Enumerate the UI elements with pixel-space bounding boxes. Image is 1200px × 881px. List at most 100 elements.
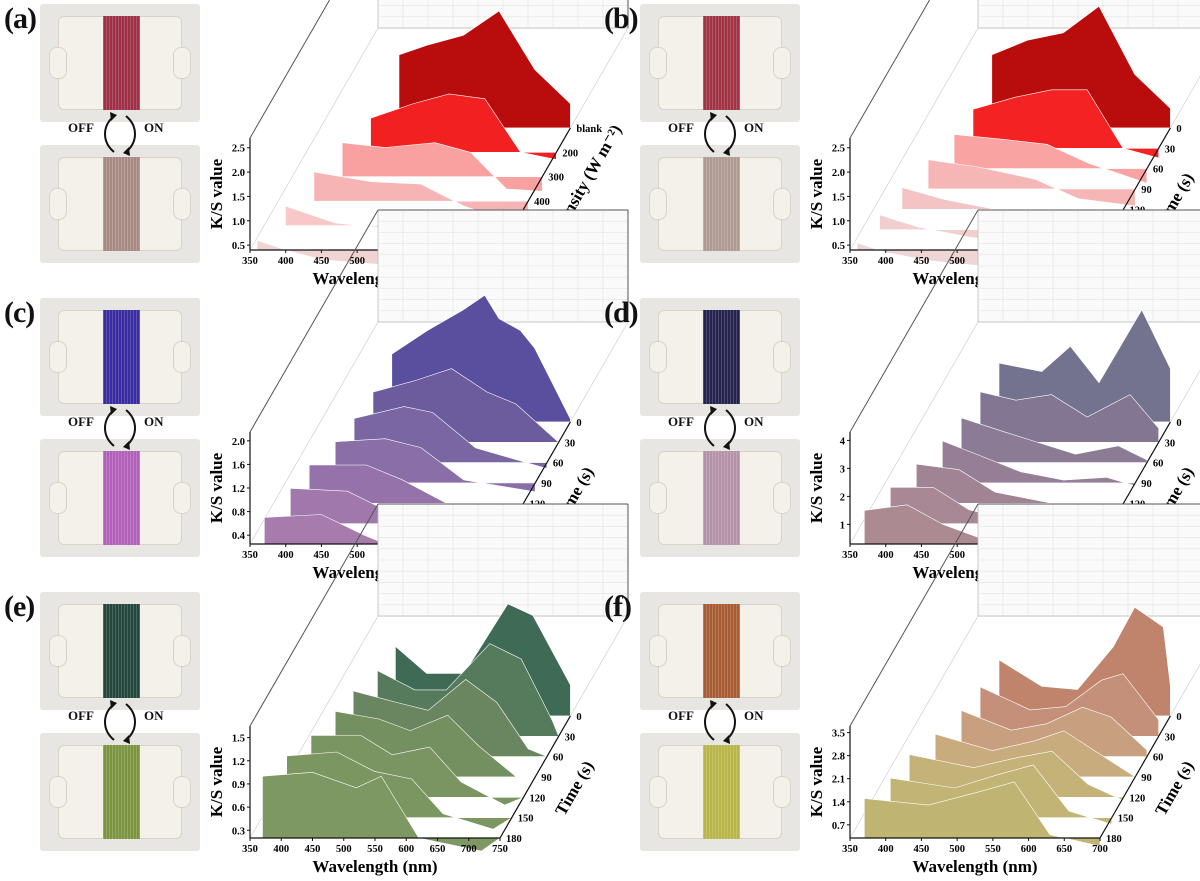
panel-label: (c) [4,296,35,329]
fabric-photo-off [640,592,800,710]
yarn-card [49,745,191,839]
off-on-switch: OFF ON [40,406,200,450]
y-tick-label: 1.4 [832,798,846,809]
fabric-photo-off [40,4,200,122]
cycle-arrows-icon [104,112,136,156]
y-tick-label: 0.8 [232,508,245,519]
panel-label: (a) [4,2,37,35]
y-axis-title: K/S value [207,452,226,523]
y-tick-label: 1.2 [232,484,245,495]
off-on-switch: OFF ON [640,700,800,744]
depth-tick-label: 120 [1129,793,1145,804]
yarn-card [649,451,791,545]
y-tick-label: 3.5 [832,729,845,740]
on-label: ON [144,708,164,723]
cycle-arrows-icon [704,406,736,450]
y-tick-label: 3 [840,464,845,475]
fabric-photo-off [40,592,200,710]
x-tick-label: 500 [949,256,965,267]
fabric-photo-on [640,733,800,851]
depth-tick-label: 30 [1165,438,1176,449]
cycle-arrows-icon [104,406,136,450]
x-tick-label: 600 [398,844,414,855]
series-ribbon-60 [960,706,1148,757]
x-tick-label: 700 [461,844,477,855]
series-ribbon-300 [341,142,543,192]
depth-tick-label: 0 [576,712,581,723]
series-ribbon-200 [370,93,557,160]
yarn-card [649,16,791,110]
y-tick-label: 0.5 [832,241,845,252]
y-tick-label: 2 [840,492,845,503]
yarn-card [49,604,191,698]
depth-tick-label: 30 [1165,732,1176,743]
depth-tick-label: 0 [1176,124,1181,135]
panel-1: (b)OFFON03060901201501803504004505005506… [600,0,1200,293]
fabric-photo-off [640,4,800,122]
fabric-photo-on [40,439,200,557]
off-label: OFF [668,414,694,429]
y-tick-label: 0.9 [232,780,245,791]
fabric-photo-off [40,298,200,416]
series-ribbon-0 [998,309,1171,423]
x-tick-label: 450 [314,550,330,561]
depth-tick-label: 30 [1165,144,1176,155]
depth-tick-label: 90 [541,479,552,490]
axes-box [249,503,629,839]
y-tick-label: 0.6 [232,803,245,814]
yarn-wrap [702,16,740,110]
off-label: OFF [68,708,94,723]
depth-tick-label: 90 [1141,185,1152,196]
x-tick-label: 500 [349,256,365,267]
x-tick-label: 500 [949,550,965,561]
fabric-photo-on [40,733,200,851]
yarn-wrap [702,157,740,251]
depth-tick-label: 180 [1106,834,1122,845]
fabric-photo-off [640,298,800,416]
depth-tick-label: 60 [553,753,564,764]
panel-5: (f) OFF ON 0 30 60 90 120 150 180 350 400 450 500 550 6… [600,503,1200,881]
yarn-card [649,157,791,251]
y-axis-title: K/S value [807,746,826,817]
off-label: OFF [68,120,94,135]
z-axis [499,715,571,839]
panel-2: (c)OFFON03060901201501803504004505005506… [0,209,629,587]
depth-tick-label: 30 [565,732,576,743]
x-tick-label: 700 [1092,844,1108,855]
off-label: OFF [68,414,94,429]
x-tick-label: 600 [1021,844,1037,855]
y-tick-label: 1.5 [832,192,845,203]
x-tick-label: 450 [305,844,321,855]
y-tick-label: 2.5 [232,144,245,155]
x-tick-label: 400 [273,844,289,855]
y-tick-label: 1 [840,520,845,531]
x-tick-label: 450 [914,256,930,267]
yarn-card [49,16,191,110]
y-tick-label: 2.5 [832,144,845,155]
y-axis-title: K/S value [807,452,826,523]
yarn-card [649,310,791,404]
on-label: ON [744,120,764,135]
series-ribbon-60 [953,134,1148,184]
x-tick-label: 650 [430,844,446,855]
yarn-wrap [102,157,140,251]
x-tick-label: 650 [1056,844,1072,855]
depth-tick-label: 60 [1153,753,1164,764]
z-axis-title: Time (s) [551,758,597,819]
x-tick-label: 400 [878,256,894,267]
yarn-wrap [702,451,740,545]
on-label: ON [144,414,164,429]
cycle-arrows-icon [704,112,736,156]
yarn-wrap [102,604,140,698]
fabric-photo-on [640,439,800,557]
x-tick-label: 450 [914,550,930,561]
y-tick-label: 1.5 [232,734,245,745]
x-tick-label: 450 [314,256,330,267]
depth-tick-label: 90 [541,773,552,784]
series-ribbon-400 [313,171,529,219]
z-axis-title: Time (s) [1151,758,1197,819]
series-ribbon-30 [979,391,1159,443]
x-tick-label: 350 [842,550,858,561]
panel-label: (f) [604,590,632,623]
